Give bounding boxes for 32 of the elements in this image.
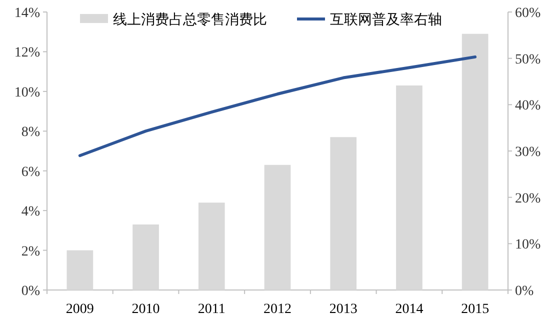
y2-tick-label: 50% — [515, 52, 541, 68]
bar — [132, 224, 159, 290]
bar — [396, 85, 422, 290]
y2-tick-label: 30% — [515, 145, 541, 160]
bar — [264, 164, 291, 290]
y-tick-label: 6% — [21, 164, 40, 180]
y-tick-label: 8% — [21, 125, 40, 140]
bar — [198, 202, 225, 290]
line-series — [78, 55, 477, 158]
y-tick-label: 10% — [14, 85, 40, 100]
bar — [330, 137, 357, 290]
y2-tick-label: 10% — [515, 238, 541, 253]
x-tick-label: 2009 — [66, 302, 94, 317]
y-tick-label: 4% — [21, 204, 40, 220]
y2-tick-label: 0% — [515, 284, 534, 299]
y-tick-label: 0% — [21, 284, 40, 299]
x-tick-label: 2012 — [264, 302, 292, 317]
y-tick-label: 12% — [14, 46, 40, 61]
legend-label: 互联网普及率右轴 — [330, 11, 442, 28]
bar — [462, 34, 488, 290]
x-tick-label: 2015 — [461, 302, 490, 317]
legend-label: 线上消费占总零售消费比 — [113, 12, 267, 28]
bar — [66, 250, 94, 290]
y2-tick-label: 20% — [515, 191, 541, 206]
x-tick-label: 2014 — [395, 302, 424, 317]
y-tick-label: 14% — [14, 6, 40, 21]
y2-tick-label: 60% — [515, 6, 541, 21]
x-tick-label: 2013 — [329, 302, 358, 317]
x-tick-label: 2011 — [198, 302, 226, 317]
y-tick-label: 2% — [21, 244, 40, 260]
x-tick-label: 2010 — [132, 302, 160, 317]
y2-tick-label: 40% — [515, 98, 541, 114]
